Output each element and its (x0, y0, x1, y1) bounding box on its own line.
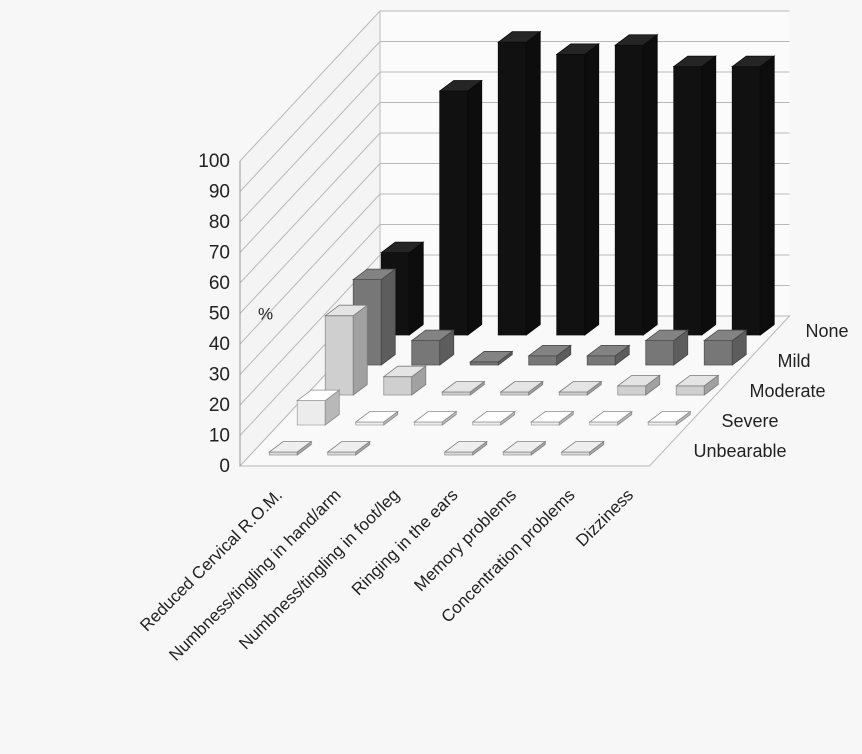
y-tick-label: 30 (209, 365, 230, 386)
bar-moderate-memory-problems (558, 380, 603, 396)
bar-mild-dizziness (703, 329, 748, 366)
bar-moderate-numbness-tingling-in-foot-leg (441, 380, 486, 396)
bar-moderate-concentration-problems (616, 374, 661, 396)
bar-none-dizziness (731, 55, 776, 336)
bar-mild-numbness-tingling-in-foot-leg (469, 350, 514, 366)
bar-moderate-reduced-cervical-r-o-m (324, 304, 369, 396)
bar-none-memory-problems (614, 33, 659, 336)
y-tick-label: 20 (209, 395, 230, 416)
y-tick-label: 90 (209, 182, 230, 203)
y-tick-label: 60 (209, 273, 230, 294)
y-tick-label: 100 (198, 151, 230, 172)
bar-severe-ringing-in-the-ears (471, 410, 516, 426)
bar-mild-ringing-in-the-ears (527, 344, 572, 366)
bar-severe-numbness-tingling-in-hand-arm (354, 410, 399, 426)
bar-severe-memory-problems (530, 410, 575, 426)
y-tick-label: 50 (209, 304, 230, 325)
bar-severe-reduced-cervical-r-o-m (296, 389, 341, 426)
category-label-ringing-in-the-ears: Ringing in the ears (348, 485, 462, 599)
y-tick-label: 10 (209, 426, 230, 447)
y-axis-label: % (258, 305, 273, 324)
y-tick-label: 0 (219, 456, 230, 477)
bar-unbearable-numbness-tingling-in-hand-arm (326, 440, 371, 456)
bar-unbearable-ringing-in-the-ears (443, 440, 488, 456)
bar-severe-dizziness (647, 410, 692, 426)
bar-mild-numbness-tingling-in-hand-arm (410, 329, 455, 366)
category-label-memory-problems: Memory problems (410, 485, 520, 595)
bar-unbearable-reduced-cervical-r-o-m (268, 440, 313, 456)
y-tick-label: 70 (209, 243, 230, 264)
bar-none-ringing-in-the-ears (555, 43, 600, 336)
bar-severe-concentration-problems (588, 410, 633, 426)
bar-unbearable-concentration-problems (560, 440, 605, 456)
series-label-mild: Mild (778, 351, 811, 371)
series-label-unbearable: Unbearable (694, 441, 787, 461)
series-label-severe: Severe (722, 411, 779, 431)
bar-moderate-numbness-tingling-in-hand-arm (382, 365, 427, 396)
bar-moderate-dizziness (675, 374, 720, 396)
bar-none-numbness-tingling-in-hand-arm (438, 79, 483, 336)
bar-severe-numbness-tingling-in-foot-leg (413, 410, 458, 426)
bar-unbearable-memory-problems (502, 440, 547, 456)
bar-none-concentration-problems (672, 55, 717, 336)
bar-mild-concentration-problems (644, 329, 689, 366)
y-tick-label: 80 (209, 212, 230, 233)
y-tick-label: 40 (209, 334, 230, 355)
bar-none-numbness-tingling-in-foot-leg (497, 30, 542, 336)
bar-moderate-ringing-in-the-ears (499, 380, 544, 396)
series-label-none: None (806, 321, 849, 341)
bar-mild-memory-problems (586, 344, 631, 366)
category-label-dizziness: Dizziness (572, 485, 637, 550)
series-label-moderate: Moderate (750, 381, 826, 401)
